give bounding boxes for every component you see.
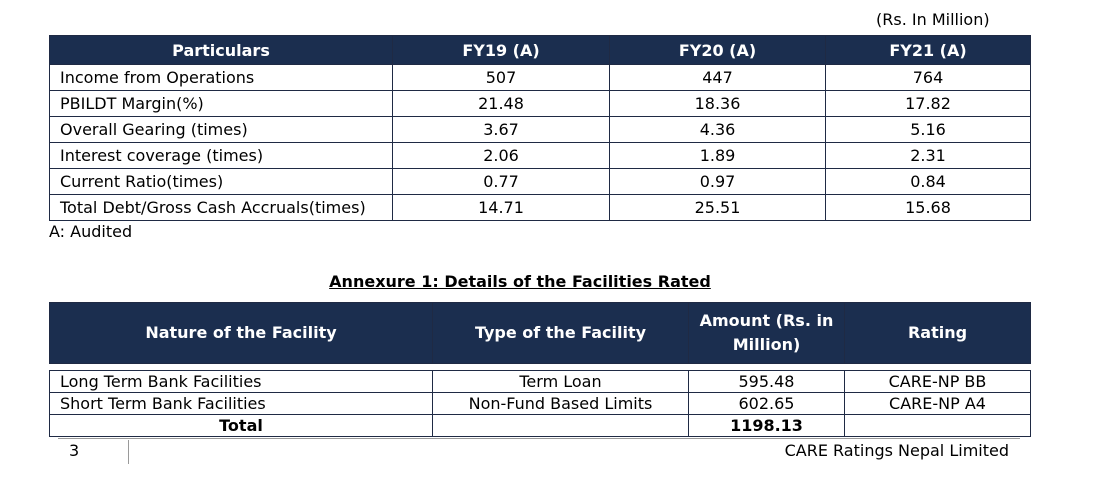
financials-table: Particulars FY19 (A) FY20 (A) FY21 (A) I…	[49, 35, 1031, 221]
table-row: PBILDT Margin(%) 21.48 18.36 17.82	[49, 90, 1031, 117]
table-cell: 17.82	[825, 90, 1031, 117]
table-cell: 0.84	[825, 168, 1031, 195]
column-header: Amount (Rs. in Million)	[688, 302, 845, 364]
facility-nature: Long Term Bank Facilities	[49, 370, 433, 393]
column-header: FY21 (A)	[825, 35, 1031, 65]
column-header: Nature of the Facility	[49, 302, 433, 364]
table-row: Interest coverage (times) 2.06 1.89 2.31	[49, 142, 1031, 169]
table-cell: 3.67	[392, 116, 610, 143]
column-header: Type of the Facility	[432, 302, 689, 364]
table-cell: 18.36	[609, 90, 826, 117]
table-header-row: Nature of the Facility Type of the Facil…	[49, 302, 1031, 364]
table-cell: 14.71	[392, 194, 610, 221]
facilities-table: Nature of the Facility Type of the Facil…	[49, 302, 1031, 437]
table-cell: 0.77	[392, 168, 610, 195]
table-row: Short Term Bank Facilities Non-Fund Base…	[49, 392, 1031, 415]
annexure-title: Annexure 1: Details of the Facilities Ra…	[329, 272, 711, 291]
column-header: Rating	[844, 302, 1031, 364]
table-cell	[432, 414, 689, 437]
table-row: Overall Gearing (times) 3.67 4.36 5.16	[49, 116, 1031, 143]
row-label: Total Debt/Gross Cash Accruals(times)	[49, 194, 393, 221]
page-number: 3	[69, 441, 80, 460]
facility-amount: 595.48	[688, 370, 845, 393]
table-cell: 15.68	[825, 194, 1031, 221]
column-header: FY19 (A)	[392, 35, 610, 65]
table-cell: 0.97	[609, 168, 826, 195]
total-label: Total	[49, 414, 433, 437]
facility-rating: CARE-NP BB	[844, 370, 1031, 393]
facility-nature: Short Term Bank Facilities	[49, 392, 433, 415]
row-label: Overall Gearing (times)	[49, 116, 393, 143]
audited-footnote: A: Audited	[49, 222, 133, 241]
facility-type: Term Loan	[432, 370, 689, 393]
table-cell: 764	[825, 64, 1031, 91]
facility-type: Non-Fund Based Limits	[432, 392, 689, 415]
header-spacer	[49, 363, 1031, 371]
row-label: Interest coverage (times)	[49, 142, 393, 169]
table-cell: 5.16	[825, 116, 1031, 143]
table-cell: 447	[609, 64, 826, 91]
total-row: Total 1198.13	[49, 414, 1031, 437]
table-cell: 2.06	[392, 142, 610, 169]
row-label: PBILDT Margin(%)	[49, 90, 393, 117]
facility-amount: 602.65	[688, 392, 845, 415]
table-header-row: Particulars FY19 (A) FY20 (A) FY21 (A)	[49, 35, 1031, 65]
total-amount: 1198.13	[688, 414, 845, 437]
table-cell: 21.48	[392, 90, 610, 117]
facility-rating: CARE-NP A4	[844, 392, 1031, 415]
table-row: Income from Operations 507 447 764	[49, 64, 1031, 91]
table-cell: 25.51	[609, 194, 826, 221]
table-row: Total Debt/Gross Cash Accruals(times) 14…	[49, 194, 1031, 221]
footer-divider	[58, 438, 1020, 439]
table-row: Current Ratio(times) 0.77 0.97 0.84	[49, 168, 1031, 195]
table-cell: 2.31	[825, 142, 1031, 169]
spacer-cell	[688, 363, 845, 371]
table-cell	[844, 414, 1031, 437]
table-row: Long Term Bank Facilities Term Loan 595.…	[49, 370, 1031, 393]
row-label: Current Ratio(times)	[49, 168, 393, 195]
row-label: Income from Operations	[49, 64, 393, 91]
spacer-cell	[49, 363, 433, 371]
footer-separator	[128, 440, 129, 464]
table-cell: 4.36	[609, 116, 826, 143]
company-name: CARE Ratings Nepal Limited	[784, 441, 1009, 460]
table-cell: 507	[392, 64, 610, 91]
column-header: Particulars	[49, 35, 393, 65]
spacer-cell	[432, 363, 689, 371]
spacer-cell	[844, 363, 1031, 371]
column-header: FY20 (A)	[609, 35, 826, 65]
table-cell: 1.89	[609, 142, 826, 169]
unit-note: (Rs. In Million)	[876, 10, 990, 29]
